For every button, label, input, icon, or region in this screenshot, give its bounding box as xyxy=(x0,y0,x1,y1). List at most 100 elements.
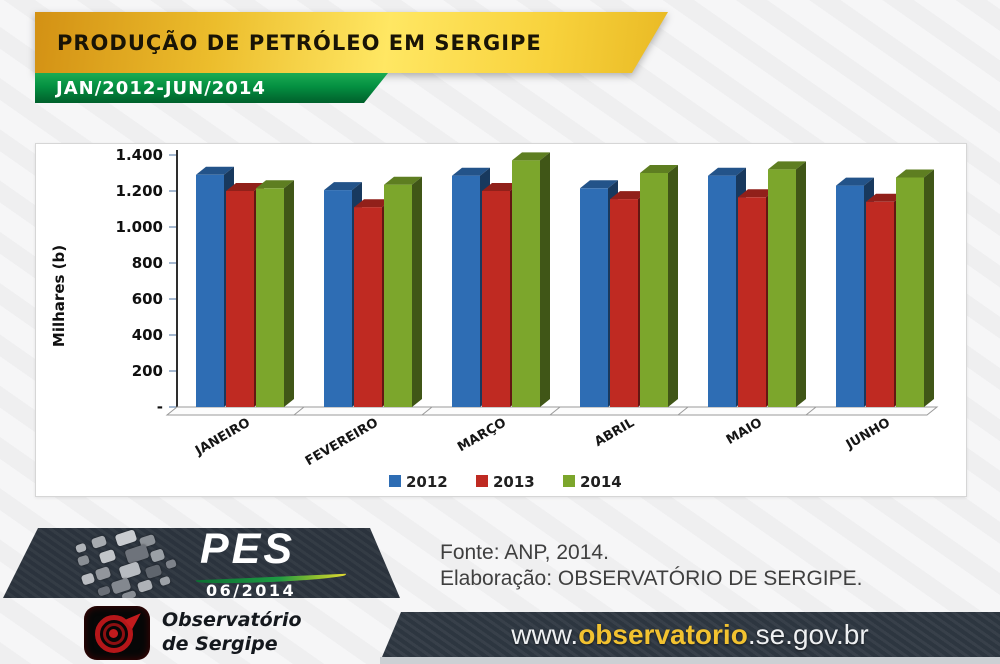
globe-tile xyxy=(124,543,150,565)
page-title: PRODUÇÃO DE PETRÓLEO EM SERGIPE xyxy=(57,30,542,55)
bar-side-face xyxy=(796,161,806,407)
bar-MARÇO-2014 xyxy=(512,160,540,407)
bar-top-face xyxy=(768,161,806,170)
period-label: JAN/2012-JUN/2014 xyxy=(56,77,266,99)
subtitle-banner: JAN/2012-JUN/2014 xyxy=(35,73,388,103)
x-category-label: FEVEREIRO xyxy=(303,415,381,469)
bar-ABRIL-2012 xyxy=(580,188,608,407)
observatorio-icon xyxy=(84,606,150,660)
bar-side-face xyxy=(284,180,294,407)
bar-FEVEREIRO-2013 xyxy=(354,207,382,407)
bar-top-face xyxy=(196,166,234,175)
x-category-label: JANEIRO xyxy=(192,415,253,459)
target-inner-ring-icon xyxy=(103,623,125,645)
globe-tile xyxy=(114,529,138,547)
legend-swatch-2013 xyxy=(476,475,488,487)
bar-MAIO-2014 xyxy=(768,169,796,407)
bar-side-face xyxy=(668,165,678,407)
org-logo-line1: Observatório xyxy=(162,609,302,631)
bar-JUNHO-2013 xyxy=(866,201,894,407)
category-separator xyxy=(549,406,561,416)
legend-swatch-2012 xyxy=(389,475,401,487)
x-category-label: ABRIL xyxy=(592,415,637,450)
bar-chart: - 200 400 600 800 1.000 1.200 1.400 JANEIRO FEVER… xyxy=(116,146,939,491)
org-logo-text: Observatório de Sergipe xyxy=(162,608,302,656)
bar-top-face xyxy=(738,189,776,198)
bar-MARÇO-2012 xyxy=(452,175,480,407)
bar-top-face xyxy=(866,193,904,202)
bar-top-face xyxy=(226,183,264,191)
bar-top-face xyxy=(512,152,550,161)
bar-group xyxy=(452,152,550,407)
globe-tile xyxy=(90,535,108,549)
chart-panel: Milhares (b) - 200 400 600 800 1.000 1.200 1.40… xyxy=(35,143,967,497)
bar-group xyxy=(836,169,934,407)
legend-label-2012: 2012 xyxy=(406,473,448,491)
bar-top-face xyxy=(482,183,520,191)
y-tick-label: - xyxy=(157,398,163,416)
bar-JANEIRO-2013 xyxy=(226,191,254,407)
bar-MARÇO-2013 xyxy=(482,191,510,407)
bar-top-face xyxy=(452,167,490,176)
bar-top-face xyxy=(640,165,678,173)
bar-top-face xyxy=(324,182,362,191)
bar-ABRIL-2013 xyxy=(610,199,638,407)
x-category-label: JUNHO xyxy=(843,415,893,453)
bar-MAIO-2013 xyxy=(738,197,766,407)
globe-tile xyxy=(98,548,117,565)
website-bar: www.observatorio.se.gov.br xyxy=(382,612,1000,657)
legend-item: 2014 xyxy=(563,473,622,491)
bar-JANEIRO-2014 xyxy=(256,188,284,407)
bar-MAIO-2012 xyxy=(708,175,736,407)
y-tick-label: 1.200 xyxy=(116,182,163,200)
pes-badge: PES 06/2014 xyxy=(3,525,400,600)
globe-tile xyxy=(136,579,154,593)
elaboration-line: Elaboração: OBSERVATÓRIO DE SERGIPE. xyxy=(440,567,863,590)
source-block: Fonte: ANP, 2014. Elaboração: OBSERVATÓR… xyxy=(440,540,862,592)
y-axis-title: Milhares (b) xyxy=(50,244,68,348)
bar-side-face xyxy=(540,152,550,407)
legend-label-2014: 2014 xyxy=(580,473,622,491)
y-tick-label: 200 xyxy=(132,362,163,380)
globe-tile xyxy=(75,542,87,554)
url-highlight: observatorio xyxy=(578,618,748,650)
globe-tile xyxy=(159,575,171,587)
legend-item: 2012 xyxy=(389,473,448,491)
bar-side-face xyxy=(924,169,934,407)
bar-group xyxy=(324,176,422,407)
bar-FEVEREIRO-2012 xyxy=(324,190,352,407)
target-ring-icon xyxy=(95,615,133,653)
globe-tile xyxy=(97,585,111,597)
legend-swatch-2014 xyxy=(563,475,575,487)
url-suffix: .se.gov.br xyxy=(747,618,869,650)
bottom-strip xyxy=(380,657,1000,664)
x-category-label: MAIO xyxy=(724,415,765,447)
bar-top-face xyxy=(580,180,618,189)
bar-side-face xyxy=(412,176,422,407)
y-tick-label: 400 xyxy=(132,326,163,344)
globe-tile xyxy=(144,563,163,580)
legend-label-2013: 2013 xyxy=(493,473,535,491)
pes-acronym: PES xyxy=(200,525,296,573)
category-separator xyxy=(293,406,305,416)
globe-tile xyxy=(165,558,177,570)
chart-floor xyxy=(165,406,939,416)
y-tick-label: 1.000 xyxy=(116,218,163,236)
target-dot-icon xyxy=(109,629,118,638)
bar-group xyxy=(196,166,294,407)
bar-group xyxy=(708,161,806,407)
y-tick-label: 600 xyxy=(132,290,163,308)
globe-tile xyxy=(94,566,112,581)
globe-tile xyxy=(121,590,137,598)
pes-edition: 06/2014 xyxy=(206,581,297,600)
bar-top-face xyxy=(384,176,422,185)
legend-item: 2013 xyxy=(476,473,535,491)
source-line: Fonte: ANP, 2014. xyxy=(440,541,609,564)
bar-top-face xyxy=(708,167,746,176)
x-category-label: MARÇO xyxy=(455,415,509,455)
y-tick-label: 800 xyxy=(132,254,163,272)
globe-tile xyxy=(149,548,166,563)
org-logo-line2: de Sergipe xyxy=(162,633,278,655)
category-separator xyxy=(805,406,817,416)
bar-top-face xyxy=(610,191,648,200)
